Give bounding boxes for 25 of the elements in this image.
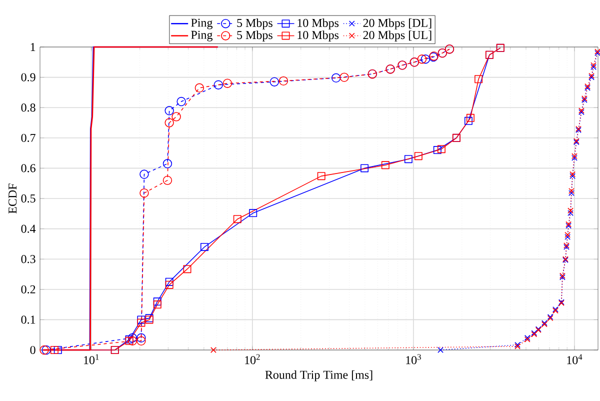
y-tick-label: 0.2 [21, 285, 36, 294]
x-tick-label: 10$^{3}$ [406, 354, 421, 364]
x-tick-label: 10$^{2}$ [245, 354, 260, 364]
y-tick-label: 0.8 [21, 104, 36, 112]
y-tick-label: 0.7 [21, 134, 36, 142]
legend-label: Ping [191, 18, 213, 30]
x-tick-label: 10$^{4}$ [567, 354, 582, 364]
y-tick-label: 0.6 [21, 164, 36, 172]
legend-label: Ping [191, 30, 213, 42]
legend-label: 5 Mbps [237, 30, 272, 42]
y-tick-label: 0 [30, 346, 36, 354]
legend-label: 10 Mbps [298, 18, 339, 30]
legend-label: 20 Mbps [DL] [363, 18, 432, 30]
y-tick-label: 0.9 [21, 73, 36, 82]
legend-label: 20 Mbps [UL] [363, 30, 432, 42]
y-tick-label: 0.3 [21, 255, 36, 264]
y-tick-label: 0.5 [21, 194, 36, 203]
y-tick-label: 0.1 [21, 316, 36, 324]
x-tick-label: 10$^{1}$ [84, 354, 99, 364]
y-tick-label: 0.4 [21, 224, 36, 233]
x-axis-title: Round Trip Time [ms] [265, 370, 372, 382]
legend-label: 5 Mbps [237, 18, 272, 30]
y-tick-label: 1 [30, 43, 36, 51]
y-axis-title: ECDF [8, 184, 17, 214]
legend-label: 10 Mbps [298, 30, 339, 42]
